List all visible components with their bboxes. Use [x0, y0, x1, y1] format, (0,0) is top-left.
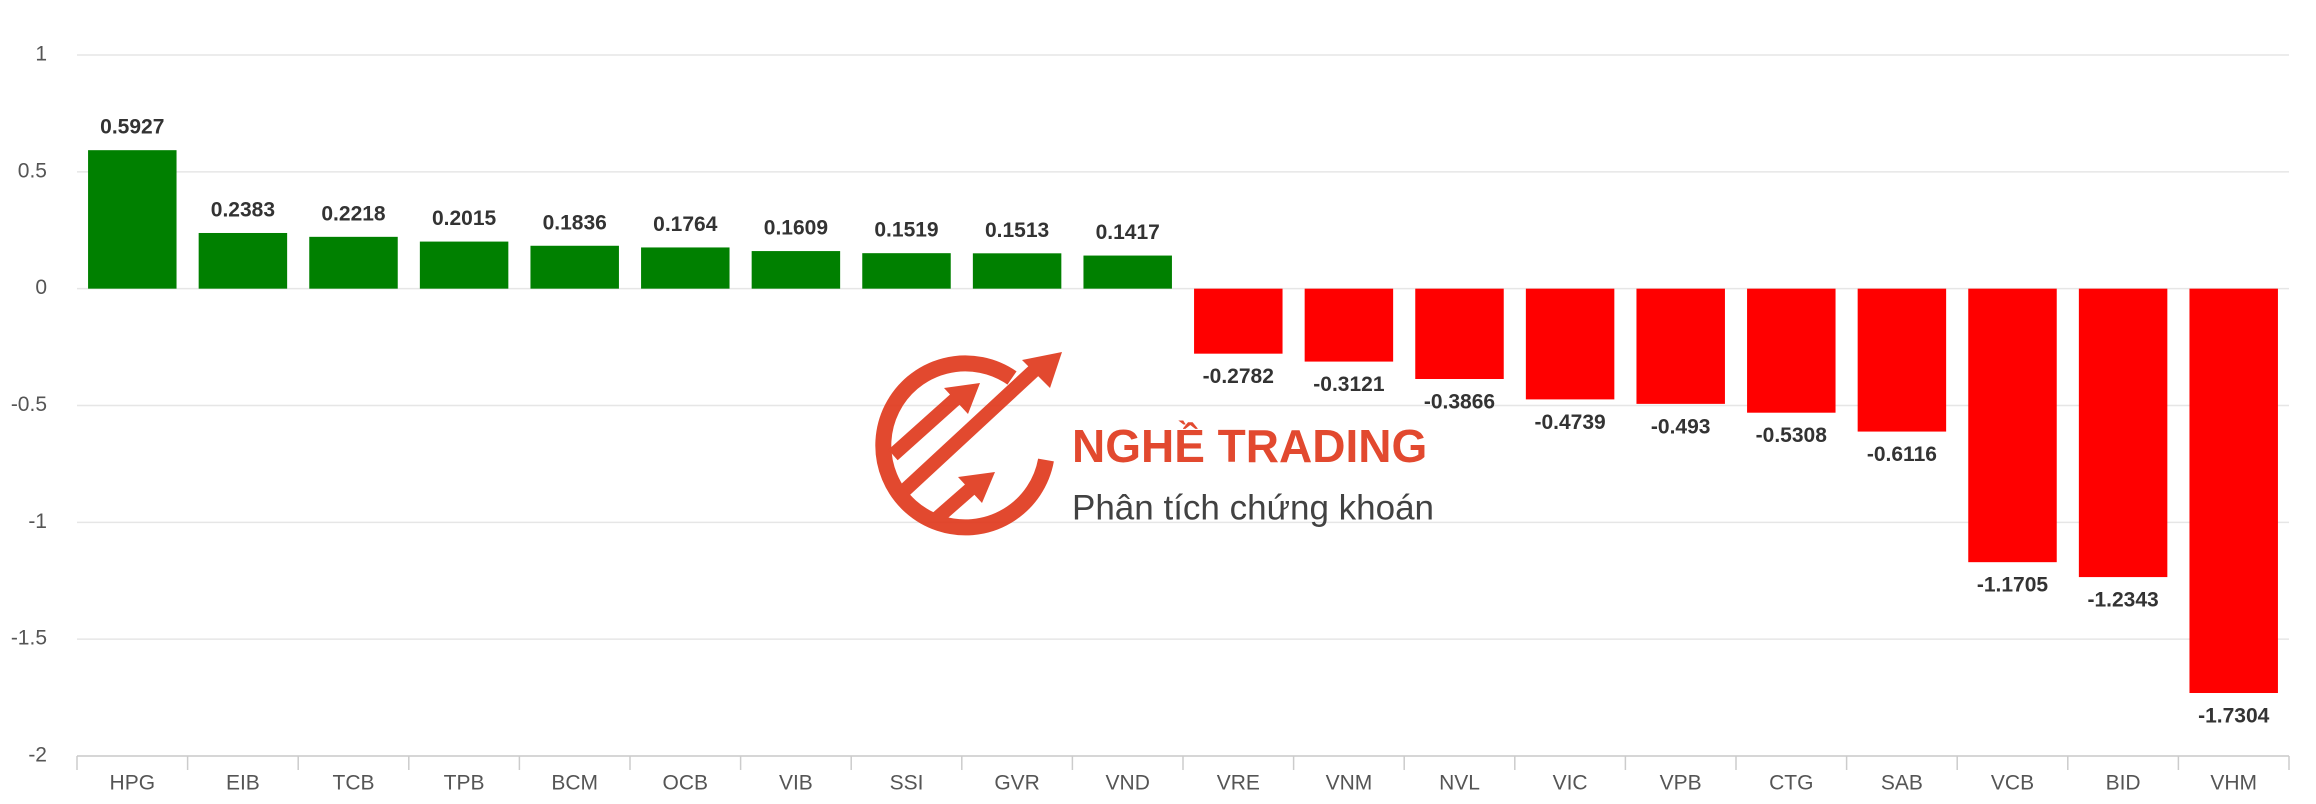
value-label: 0.2218	[321, 202, 386, 225]
y-tick-label: 1	[35, 43, 47, 66]
bar	[1304, 288, 1394, 362]
value-label: 0.1836	[543, 211, 607, 234]
x-tick-label: VPB	[1660, 772, 1702, 795]
plot-area: -2 -1.5 -1 -0.5 0 0.5 1 HPG 0.5927 EIB 0.2383 TCB 0.…	[11, 43, 2290, 795]
bar	[751, 251, 841, 289]
x-tick-label: CTG	[1769, 772, 1813, 795]
value-label: 0.1513	[985, 219, 1049, 242]
x-tick-label: OCB	[663, 772, 709, 795]
bar	[1968, 288, 2057, 563]
value-label: -0.3121	[1313, 373, 1385, 396]
bar	[198, 232, 288, 289]
watermark-subtitle: Phân tích chứng khoán	[1072, 488, 1434, 527]
bar	[862, 253, 951, 289]
value-label: -1.1705	[1977, 574, 2049, 597]
logo-arrow-head	[958, 472, 995, 503]
y-tick-label: 0	[35, 276, 47, 299]
value-label: 0.1609	[764, 217, 828, 240]
x-tick-label: SAB	[1881, 772, 1923, 795]
logo-arrow	[888, 389, 965, 461]
y-tick-label: -1	[28, 510, 47, 533]
bar	[1636, 288, 1725, 404]
x-tick-label: HPG	[110, 772, 156, 795]
value-label: 0.5927	[100, 116, 164, 139]
logo-arrow-head	[1022, 352, 1062, 388]
x-tick-label: VIB	[779, 772, 813, 795]
value-label: 0.1764	[653, 213, 718, 236]
x-tick-label: VHM	[2210, 772, 2257, 795]
value-label: -1.2343	[2087, 589, 2158, 612]
y-tick-label: 0.5	[18, 159, 47, 182]
bar	[419, 241, 509, 289]
x-tick-label: VIC	[1553, 772, 1588, 795]
x-tick-label: BCM	[551, 772, 598, 795]
value-label: -0.4739	[1534, 411, 1605, 434]
logo-arrow-head	[944, 383, 980, 414]
value-label: -0.3866	[1424, 391, 1495, 414]
x-tick-label: TPB	[444, 772, 485, 795]
value-label: -0.2782	[1203, 365, 1274, 388]
x-tick-label: VRE	[1217, 772, 1260, 795]
x-tick-label: GVR	[994, 772, 1040, 795]
bar	[1857, 288, 1947, 432]
bar	[1194, 288, 1283, 354]
x-tick-label: NVL	[1439, 772, 1480, 795]
value-label: -0.493	[1651, 415, 1711, 438]
y-tick-label: -1.5	[11, 627, 47, 650]
logo-ring	[875, 355, 1054, 536]
x-tick-label: VCB	[1991, 772, 2034, 795]
bar	[1525, 288, 1615, 400]
y-tick-label: -0.5	[11, 393, 47, 416]
value-label: 0.1519	[874, 219, 938, 242]
bar	[88, 150, 177, 289]
bar	[1747, 288, 1836, 413]
x-tick-label: EIB	[226, 772, 260, 795]
value-label: 0.2015	[432, 207, 497, 230]
x-tick-label: SSI	[890, 772, 924, 795]
y-tick-label: -2	[28, 744, 47, 767]
value-label: -1.7304	[2198, 705, 2270, 728]
x-tick-label: VND	[1106, 772, 1150, 795]
bar	[309, 236, 398, 289]
bar	[1415, 288, 1504, 380]
bar	[641, 247, 730, 289]
x-tick-label: BID	[2106, 772, 2141, 795]
watermark-title: NGHỀ TRADING	[1072, 420, 1427, 472]
x-tick-label: TCB	[333, 772, 375, 795]
logo-arrow	[900, 359, 1045, 496]
bar	[2078, 288, 2168, 578]
value-label: -0.5308	[1756, 424, 1828, 447]
logo-arrow	[930, 479, 980, 526]
bar	[1083, 255, 1172, 289]
watermark: NGHỀ TRADING Phân tích chứng khoán	[875, 352, 1434, 536]
bar	[530, 245, 619, 289]
value-label: 0.1417	[1096, 221, 1160, 244]
x-tick-label: VNM	[1326, 772, 1373, 795]
bar	[2189, 288, 2278, 694]
bar	[972, 253, 1062, 289]
value-label: 0.2383	[211, 199, 275, 222]
value-label: -0.6116	[1867, 443, 1937, 466]
